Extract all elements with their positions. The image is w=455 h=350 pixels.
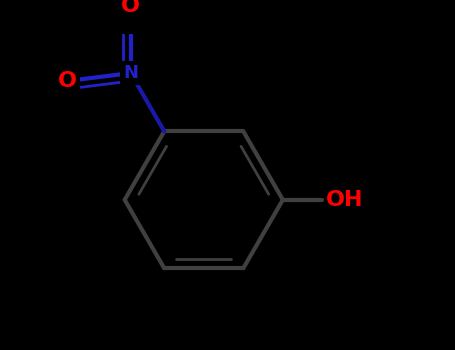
Text: OH: OH xyxy=(326,190,364,210)
Text: O: O xyxy=(58,71,77,91)
Text: N: N xyxy=(123,64,138,82)
Text: O: O xyxy=(121,0,140,16)
